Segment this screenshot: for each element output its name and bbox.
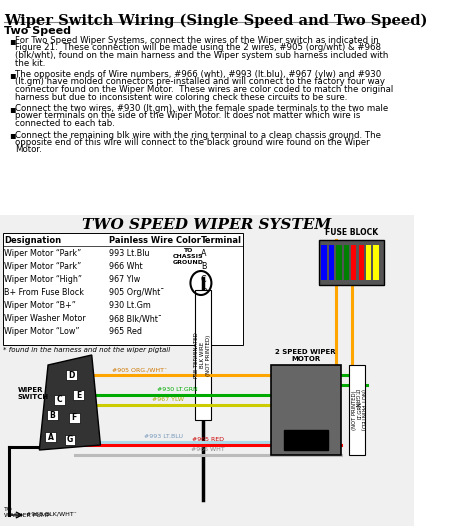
Text: #968 BLK/WHTˉ: #968 BLK/WHTˉ xyxy=(26,512,77,517)
Text: #905 ORG./WHTˉ: #905 ORG./WHTˉ xyxy=(112,367,167,372)
Text: Connect the two wires, #930 (lt.gm), with the female spade terminals to the two : Connect the two wires, #930 (lt.gm), wit… xyxy=(15,104,388,113)
Text: F: F xyxy=(72,413,77,422)
Text: 968 Blk/Whtˉ: 968 Blk/Whtˉ xyxy=(109,314,162,323)
Bar xyxy=(0,215,414,526)
Text: TO
CHASSIS
GROUND: TO CHASSIS GROUND xyxy=(173,248,203,265)
Text: (NOT PRINTED)
LT.GRN: (NOT PRINTED) LT.GRN xyxy=(354,389,365,431)
Text: A: A xyxy=(48,432,54,441)
Bar xyxy=(69,413,80,423)
Bar xyxy=(195,290,210,420)
Text: #930 LT.GRN: #930 LT.GRN xyxy=(157,387,198,392)
Text: harness but due to inconsistent wire coloring check these circuits to be sure.: harness but due to inconsistent wire col… xyxy=(15,93,347,102)
Bar xyxy=(54,395,64,405)
Text: FUSE BLOCK: FUSE BLOCK xyxy=(325,228,378,237)
Bar xyxy=(359,245,364,280)
Text: G: G xyxy=(67,436,73,444)
Text: Two Speed: Two Speed xyxy=(4,26,72,36)
Text: TO
WASHER PUMP: TO WASHER PUMP xyxy=(4,507,50,518)
Text: C: C xyxy=(201,275,207,284)
Bar xyxy=(73,390,84,400)
Text: Connect the remaining blk wire with the ring terminal to a clean chassis ground.: Connect the remaining blk wire with the … xyxy=(15,130,381,139)
Text: Painless Wire Color: Painless Wire Color xyxy=(109,236,201,245)
Bar xyxy=(351,245,356,280)
Text: 930 Lt.Gm: 930 Lt.Gm xyxy=(109,301,151,310)
Bar xyxy=(319,240,384,285)
Text: E: E xyxy=(76,390,81,400)
Text: Terminal: Terminal xyxy=(201,236,242,245)
Text: E: E xyxy=(201,301,206,310)
Text: * found in the harness and not the wiper pigtail: * found in the harness and not the wiper… xyxy=(3,347,170,353)
Text: The opposite ends of Wire numbers, #966 (wht), #993 (lt.blu), #967 (ylw) and #93: The opposite ends of Wire numbers, #966 … xyxy=(15,70,381,79)
Bar xyxy=(66,370,77,380)
Text: C: C xyxy=(56,396,62,404)
Bar xyxy=(337,245,342,280)
Text: 993 Lt.Blu: 993 Lt.Blu xyxy=(109,249,150,258)
Text: #993 LT.BLU: #993 LT.BLU xyxy=(144,434,183,439)
Text: ▪: ▪ xyxy=(9,36,15,46)
Text: F: F xyxy=(201,314,205,323)
Text: opposite end of this wire will connect to the black ground wire found on the Wip: opposite end of this wire will connect t… xyxy=(15,138,369,147)
Text: Wiper Motor “High”: Wiper Motor “High” xyxy=(4,275,82,284)
Text: Wiper Motor “Park”: Wiper Motor “Park” xyxy=(4,249,82,258)
Text: B: B xyxy=(201,262,207,271)
Text: 966 Wht: 966 Wht xyxy=(109,262,143,271)
Bar xyxy=(366,245,371,280)
Text: D: D xyxy=(201,288,207,297)
Text: (NOT PRINTED)
LT.GRN: (NOT PRINTED) LT.GRN xyxy=(352,390,363,430)
Text: Wiper Switch Wiring (Single Speed and Two Speed): Wiper Switch Wiring (Single Speed and Tw… xyxy=(4,14,428,28)
Text: B: B xyxy=(50,410,55,420)
Text: G: G xyxy=(201,327,207,336)
Text: 2 SPEED WIPER
MOTOR: 2 SPEED WIPER MOTOR xyxy=(275,349,336,362)
Text: Wiper Motor “B+”: Wiper Motor “B+” xyxy=(4,301,76,310)
Bar xyxy=(46,432,56,442)
Polygon shape xyxy=(39,355,100,450)
Text: TWO SPEED WIPER SYSTEM: TWO SPEED WIPER SYSTEM xyxy=(82,218,332,232)
Text: D: D xyxy=(68,370,75,379)
Text: 905 Org/Whtˉ: 905 Org/Whtˉ xyxy=(109,288,164,297)
Text: connected to each tab.: connected to each tab. xyxy=(15,119,115,128)
Text: (blk/wht), found on the main harness and the Wiper system sub harness included w: (blk/wht), found on the main harness and… xyxy=(15,51,388,60)
Text: B+ From Fuse Block: B+ From Fuse Block xyxy=(4,288,84,297)
Bar xyxy=(349,365,365,455)
Text: A: A xyxy=(201,249,207,258)
Text: #967 YLW: #967 YLW xyxy=(152,397,184,402)
Text: Wiper Washer Motor: Wiper Washer Motor xyxy=(4,314,86,323)
Bar xyxy=(47,410,58,420)
Text: 965 Red: 965 Red xyxy=(109,327,142,336)
Text: Motor.: Motor. xyxy=(15,146,42,155)
Text: For Two Speed Wiper Systems, connect the wires of the Wiper switch as indicated : For Two Speed Wiper Systems, connect the… xyxy=(15,36,379,45)
Text: #966 WHT: #966 WHT xyxy=(191,447,225,452)
Bar xyxy=(374,245,379,280)
Bar xyxy=(3,233,243,345)
Text: Wiper Motor “Park”: Wiper Motor “Park” xyxy=(4,262,82,271)
Text: Designation: Designation xyxy=(4,236,62,245)
Text: ▪: ▪ xyxy=(9,130,15,140)
Bar xyxy=(329,245,334,280)
Text: WIPER
SWITCH: WIPER SWITCH xyxy=(18,387,49,400)
Bar xyxy=(271,365,341,455)
Text: ▪: ▪ xyxy=(9,70,15,80)
Text: the kit.: the kit. xyxy=(15,58,45,67)
Bar xyxy=(344,245,349,280)
Text: Figure 21.  These connection will be made using the 2 wires, #905 (org/wht) & #9: Figure 21. These connection will be made… xyxy=(15,44,381,53)
Bar xyxy=(321,245,327,280)
Text: Wiper Motor “Low”: Wiper Motor “Low” xyxy=(4,327,80,336)
Bar xyxy=(284,430,328,450)
Text: connector found on the Wiper Motor.  These wires are color coded to match the or: connector found on the Wiper Motor. Thes… xyxy=(15,85,393,94)
Bar xyxy=(64,435,75,445)
Text: power terminals on the side of the Wiper Motor. It does not matter which wire is: power terminals on the side of the Wiper… xyxy=(15,112,360,120)
Text: 967 Ylw: 967 Ylw xyxy=(109,275,140,284)
Text: ▪: ▪ xyxy=(9,104,15,114)
Text: #965 RED: #965 RED xyxy=(192,437,224,442)
Text: PRE-TERMINATED
BLK WIRE
(NOT PRINTED): PRE-TERMINATED BLK WIRE (NOT PRINTED) xyxy=(194,331,211,378)
Text: (lt.gm) have molded connectors pre-installed and will connect to the factory fou: (lt.gm) have molded connectors pre-insta… xyxy=(15,77,385,86)
